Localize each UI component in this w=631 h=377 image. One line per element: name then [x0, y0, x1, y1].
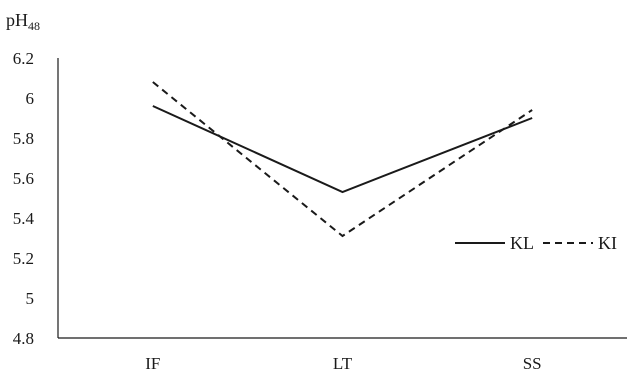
- y-tick-label: 6: [26, 89, 35, 108]
- x-tick-labels: IF LT SS: [145, 354, 541, 373]
- y-axis-label-subscript: 48: [28, 19, 40, 33]
- y-axis-label: pH48: [6, 10, 40, 33]
- y-axis-label-main: pH: [6, 10, 28, 30]
- legend-label-ki: KI: [598, 233, 617, 253]
- x-tick-label: SS: [523, 354, 542, 373]
- y-tick-label: 5.2: [13, 249, 34, 268]
- series-line-ki: [152, 81, 533, 238]
- series-line-kl: [152, 105, 533, 194]
- x-tick-label: LT: [333, 354, 353, 373]
- legend-label-kl: KL: [510, 233, 534, 253]
- y-tick-labels: 4.8 5 5.2 5.4 5.6 5.8 6 6.2: [13, 49, 35, 348]
- series-lines: [152, 81, 533, 238]
- y-tick-label: 5.4: [13, 209, 35, 228]
- y-tick-label: 5: [26, 289, 35, 308]
- x-tick-label: IF: [145, 354, 160, 373]
- y-tick-label: 5.8: [13, 129, 34, 148]
- y-tick-label: 5.6: [13, 169, 34, 188]
- legend: KL KI: [455, 233, 617, 253]
- y-tick-label: 6.2: [13, 49, 34, 68]
- y-tick-label: 4.8: [13, 329, 34, 348]
